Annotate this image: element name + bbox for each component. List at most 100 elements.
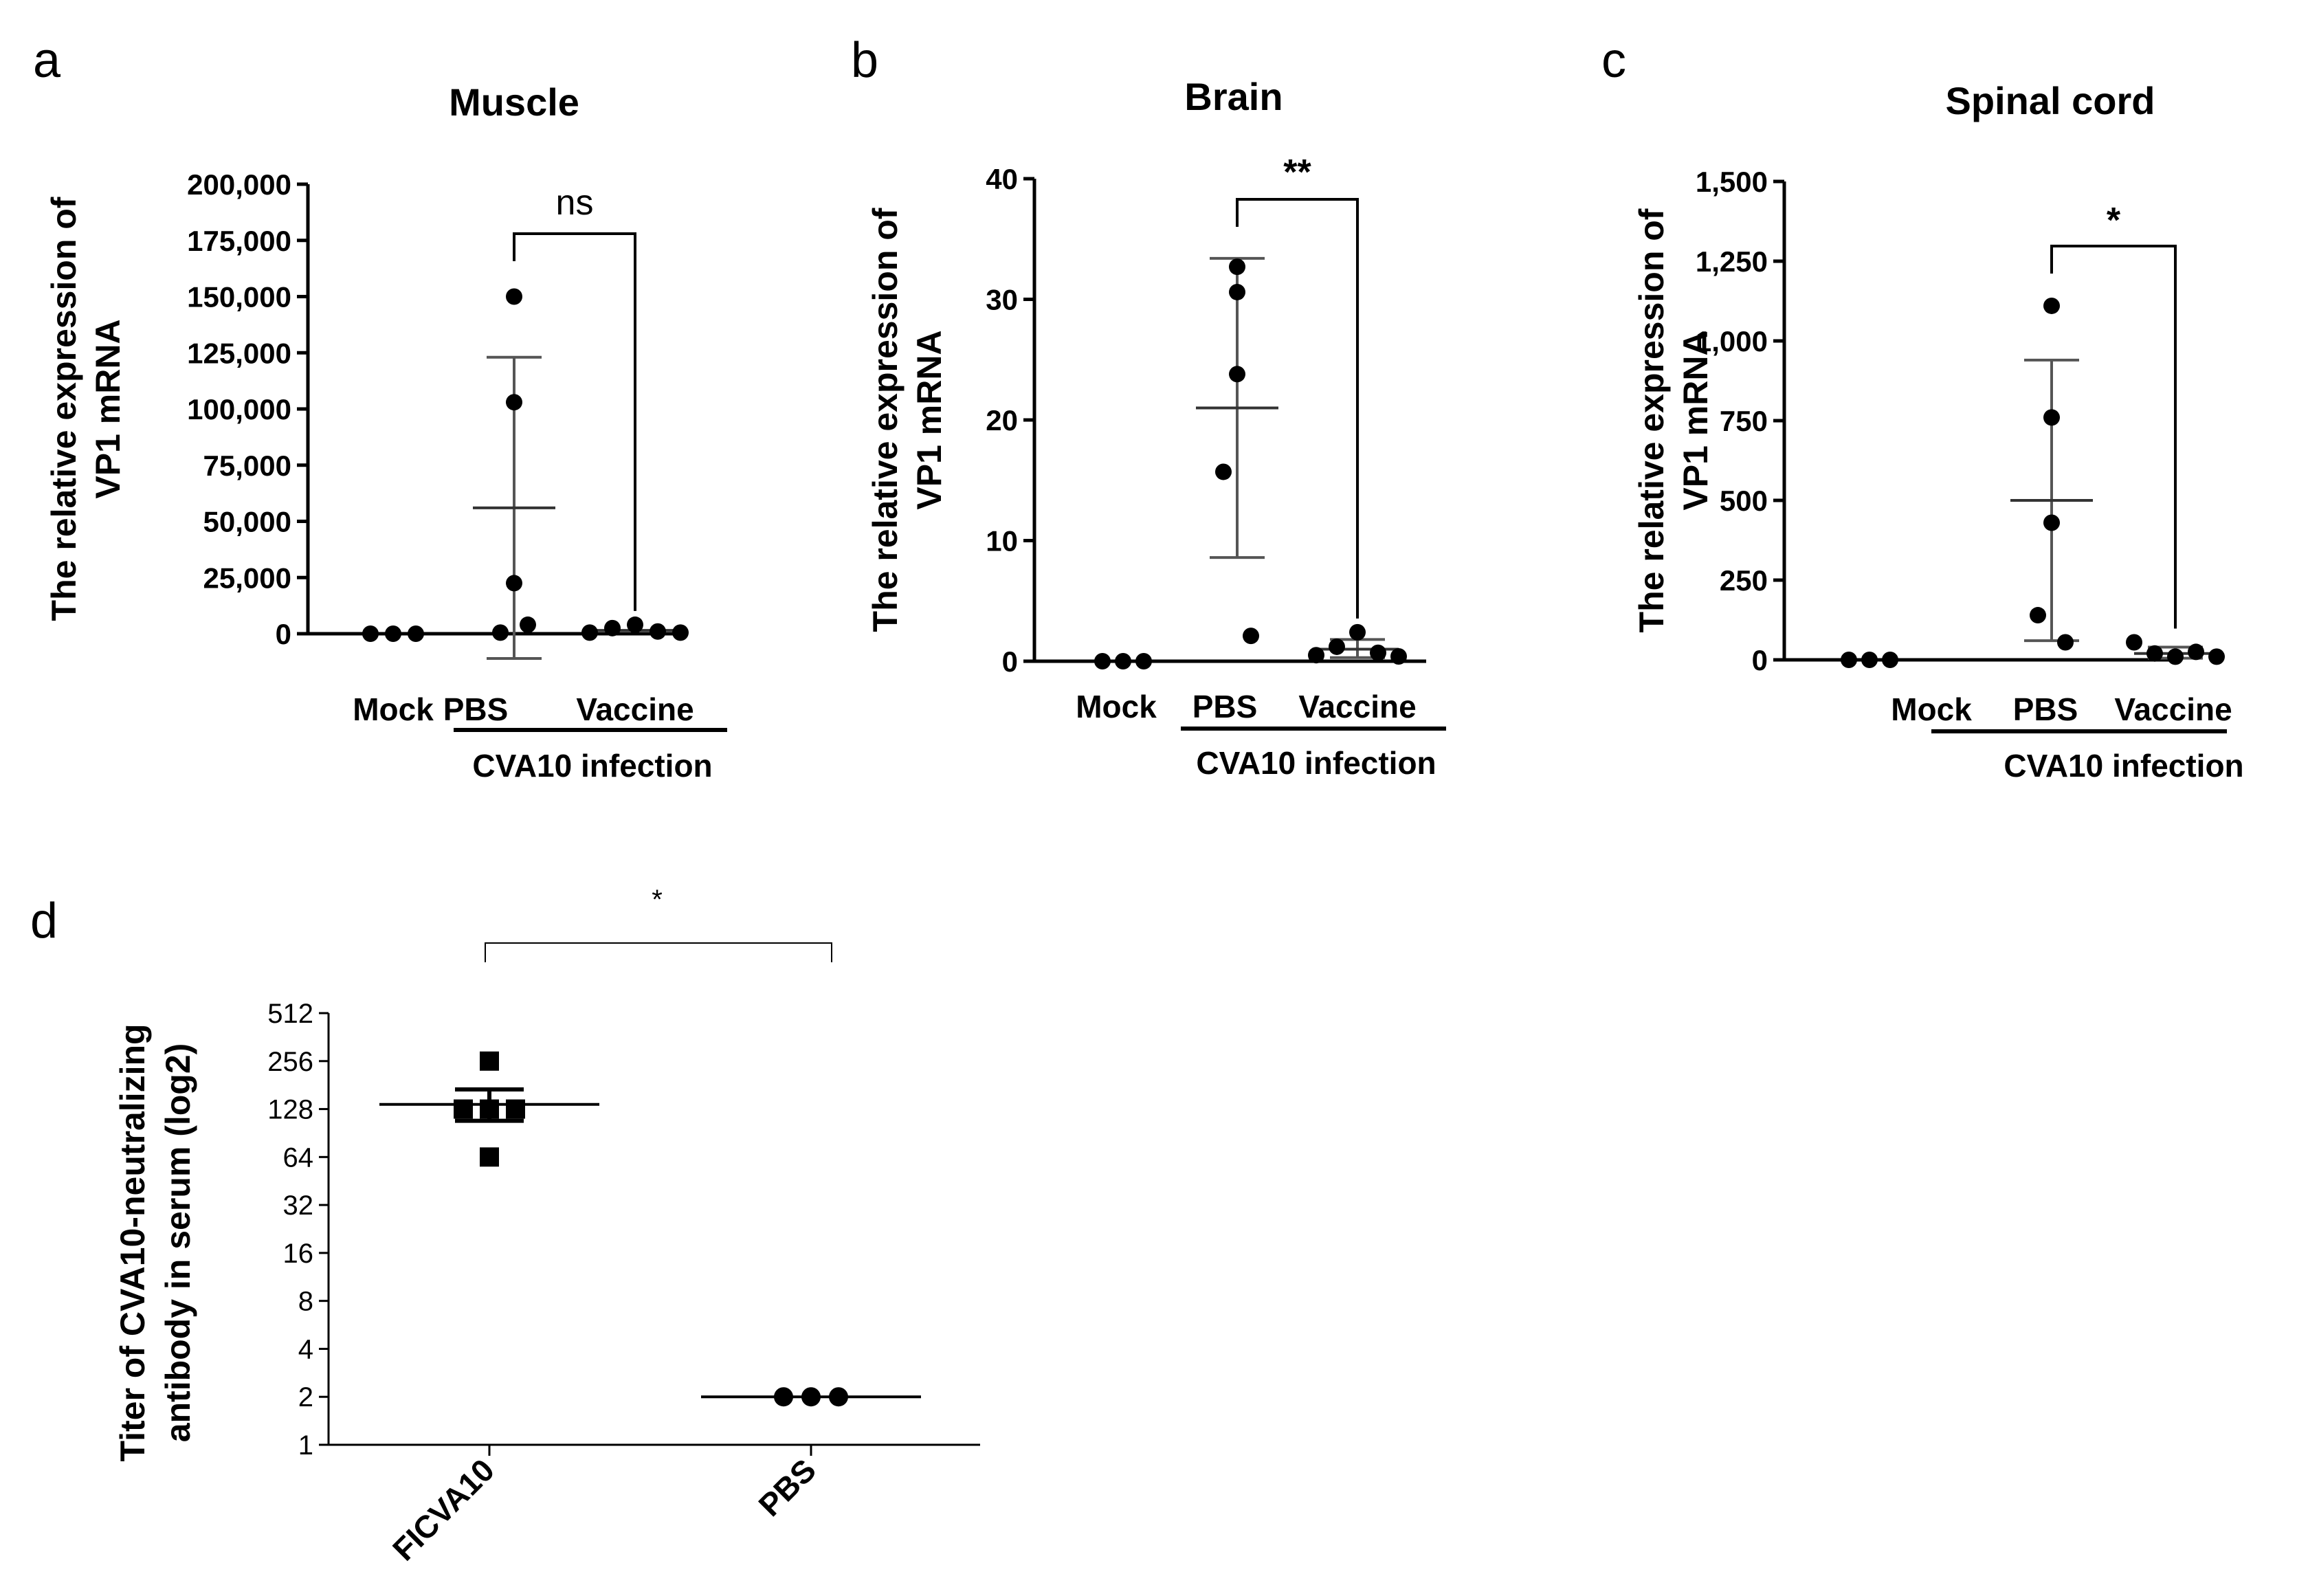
- data-point: [480, 1147, 499, 1167]
- significance-bracket: [1236, 198, 1359, 619]
- y-tick-label: 500: [1720, 485, 1768, 517]
- panel-label-d: d: [30, 894, 58, 949]
- panel-d-neutralizing-titer-chart: Titer of CVA10-neutralizing antibody in s…: [113, 885, 980, 1567]
- data-point: [604, 619, 621, 636]
- y-tick-label: 75,000: [203, 450, 291, 482]
- y-tick-label: 100,000: [187, 393, 291, 425]
- data-point: [2146, 645, 2163, 662]
- x-category-label: PBS: [2013, 691, 2078, 727]
- y-tick-label: 16: [283, 1239, 314, 1269]
- x-category-label: FICVA10: [386, 1452, 501, 1567]
- y-tick-label: 50,000: [203, 506, 291, 538]
- x-category-label: Vaccine: [2114, 691, 2232, 727]
- data-point: [506, 1099, 525, 1119]
- y-tick-label: 40: [986, 163, 1018, 195]
- y-axis-label-line-2: VP1 mRNA: [910, 330, 948, 509]
- y-tick-label: 8: [298, 1287, 313, 1317]
- panel-label-c: c: [1601, 33, 1626, 88]
- x-category-label: Vaccine: [1298, 689, 1416, 724]
- y-axis-label-line-2: VP1 mRNA: [1676, 331, 1715, 510]
- data-point: [408, 625, 424, 642]
- y-tick-label: 1: [298, 1430, 313, 1461]
- data-point: [480, 1099, 499, 1119]
- panel-label-a: a: [33, 33, 61, 88]
- y-tick-label: 0: [1002, 645, 1018, 678]
- data-point: [2057, 634, 2074, 651]
- significance-label: ns: [556, 183, 594, 223]
- data-point: [1349, 623, 1366, 641]
- data-point: [1229, 258, 1245, 276]
- chart-title: Spinal cord: [1946, 79, 2155, 122]
- y-tick-label: 128: [267, 1095, 313, 1125]
- group-label: CVA10 infection: [1196, 745, 1436, 781]
- data-point: [1841, 652, 1857, 668]
- data-point: [2167, 648, 2184, 665]
- data-point: [1229, 283, 1245, 300]
- x-category-label: PBS: [443, 691, 509, 727]
- data-point: [1370, 644, 1386, 661]
- y-tick-label: 0: [276, 618, 291, 650]
- panel-label-b: b: [851, 33, 878, 88]
- data-point: [829, 1387, 848, 1407]
- significance-bracket: [2050, 245, 2177, 629]
- data-point: [774, 1387, 793, 1407]
- y-tick-label: 175,000: [187, 225, 291, 257]
- y-tick-label: 2: [298, 1382, 313, 1412]
- data-point: [1329, 638, 1345, 655]
- data-point: [1094, 653, 1111, 669]
- x-category-label: Mock: [1076, 689, 1157, 724]
- y-tick-label: 1,250: [1696, 245, 1768, 278]
- data-point: [480, 1051, 499, 1071]
- y-tick-label: 0: [1752, 644, 1768, 676]
- y-axis-label-line-1: The relative expression of: [45, 197, 83, 621]
- y-tick-label: 4: [298, 1334, 313, 1364]
- y-axis-label-line-1: The relative expression of: [866, 208, 905, 632]
- data-point: [1882, 652, 1898, 668]
- data-point: [2188, 643, 2204, 661]
- x-category-label: PBS: [751, 1452, 823, 1523]
- y-tick-label: 200,000: [187, 168, 291, 201]
- group-label: CVA10 infection: [472, 748, 712, 784]
- significance-bracket: [513, 232, 636, 611]
- x-category-label: Mock: [1891, 691, 1972, 727]
- panel-a-muscle-chart: Muscle The relative expression of VP1 mRNA…: [45, 80, 727, 784]
- y-tick-label: 30: [986, 284, 1018, 316]
- panel-c-spinal-cord-chart: Spinal cord The relative expression of VP1…: [1632, 79, 2244, 784]
- y-axis-label-line-1: The relative expression of: [1632, 208, 1671, 632]
- y-tick-label: 32: [283, 1190, 314, 1221]
- data-point: [1115, 653, 1131, 669]
- data-point: [1243, 628, 1259, 645]
- y-axis-label-line-2: VP1 mRNA: [89, 319, 127, 498]
- data-point: [385, 625, 401, 642]
- chart-title: Muscle: [449, 80, 579, 124]
- significance-label: *: [2107, 201, 2121, 241]
- panel-b-brain-chart: Brain The relative expression of VP1 mRNA 0…: [866, 75, 1446, 781]
- data-point: [2030, 607, 2046, 624]
- y-axis-label-line-1: Titer of CVA10-neutralizing: [113, 1023, 152, 1461]
- data-point: [1135, 653, 1152, 669]
- data-point: [2043, 297, 2060, 314]
- data-point: [1308, 647, 1324, 664]
- data-point: [1215, 463, 1232, 480]
- data-point: [2208, 648, 2225, 665]
- significance-label: *: [652, 885, 663, 915]
- data-point: [1390, 647, 1407, 665]
- y-tick-label: 64: [283, 1142, 314, 1173]
- y-tick-label: 1,000: [1696, 325, 1768, 357]
- y-tick-label: 125,000: [187, 337, 291, 369]
- data-point: [672, 624, 689, 641]
- x-category-label: Mock: [353, 691, 434, 727]
- y-tick-label: 25,000: [203, 562, 291, 594]
- y-tick-label: 150,000: [187, 281, 291, 313]
- chart-title: Brain: [1184, 75, 1283, 118]
- data-point: [2043, 514, 2060, 531]
- data-point: [801, 1387, 821, 1407]
- data-point: [627, 616, 643, 633]
- y-tick-label: 250: [1720, 564, 1768, 597]
- data-point: [506, 288, 522, 305]
- group-label: CVA10 infection: [2004, 748, 2243, 784]
- y-tick-label: 10: [986, 525, 1018, 557]
- data-point: [581, 624, 598, 641]
- significance-bracket: [485, 942, 832, 962]
